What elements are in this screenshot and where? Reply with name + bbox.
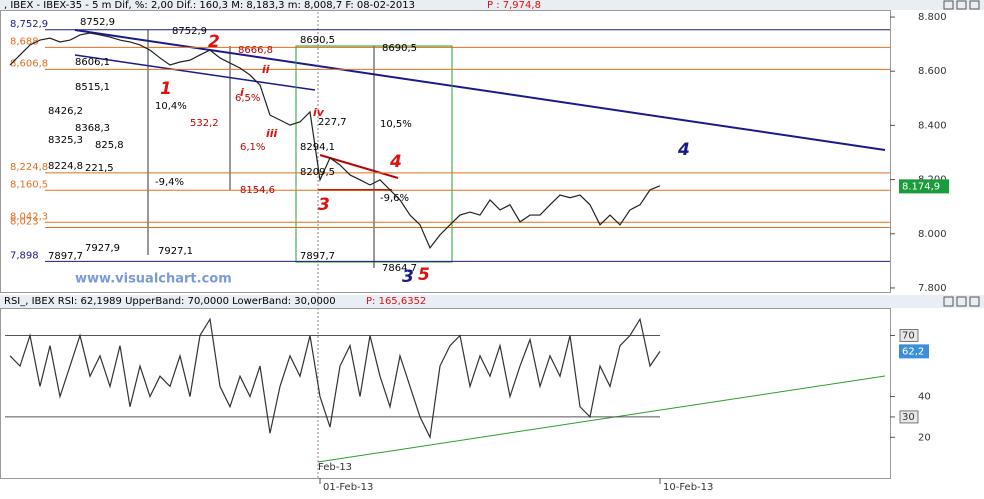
annotation: 8690,5 [382, 43, 417, 54]
trend-label: Feb-13 [318, 462, 352, 473]
wave-label: i [240, 86, 244, 99]
annotation: 6,5% [235, 93, 260, 104]
price-header-text: , IBEX - IBEX-35 - 5 m Dif, %: 2,00 Dif.… [4, 0, 415, 11]
annotation: 532,2 [190, 118, 219, 129]
wave-label: 5 [418, 265, 430, 285]
annotation: 10,4% [155, 101, 187, 112]
annotation: 8666,8 [238, 45, 273, 56]
level-label: 8,752,9 [10, 19, 48, 30]
y-tick-label: 7.800 [918, 283, 947, 294]
wave-label: 1 [160, 79, 172, 99]
watermark: www.visualchart.com [75, 272, 232, 287]
annotation: 8690,5 [300, 35, 335, 46]
price-panel [0, 10, 891, 293]
annotation: 8426,2 [48, 106, 83, 117]
level-label: 8,042,3 [10, 211, 48, 222]
level-label: 8,606,8 [10, 58, 48, 69]
wave-label: 4 [677, 140, 690, 160]
annotation: 8368,3 [75, 123, 110, 134]
wave-label: ii [262, 63, 270, 76]
y-tick-label: 30 [902, 412, 915, 423]
trend-line [319, 154, 399, 179]
annotation: 7927,9 [85, 243, 120, 254]
wave-label: iii [266, 127, 278, 140]
y-tick-label: 8.600 [918, 66, 947, 77]
annotation: 227,7 [318, 117, 347, 128]
y-tick-label: 40 [918, 392, 931, 403]
max-button[interactable] [956, 0, 967, 10]
series-line [9, 32, 661, 250]
min-button[interactable] [943, 296, 954, 307]
min-button[interactable] [943, 0, 954, 10]
level-label: 8,160,5 [10, 179, 48, 190]
rsi-panel [0, 308, 891, 479]
annotation: 8224,8 [48, 161, 83, 172]
annotation: -9,6% [380, 193, 409, 204]
rsi-header-text: RSI_, IBEX RSI: 62,1989 UpperBand: 70,00… [4, 296, 336, 307]
trend-line [74, 54, 316, 91]
tick-box [899, 328, 919, 342]
price-header-last: P : 7,974,8 [487, 0, 541, 11]
close-button[interactable] [969, 0, 980, 10]
wave-label: 3 [402, 267, 414, 287]
annotation: 8154,6 [240, 185, 275, 196]
annotation: 7927,1 [158, 246, 193, 257]
x-tick-label: 10-Feb-13 [663, 482, 713, 493]
last-value-label: 8.174,9 [902, 181, 940, 192]
window-buttons[interactable] [943, 0, 980, 307]
annotation: 7864,7 [382, 263, 417, 274]
annotation: -9,4% [155, 177, 184, 188]
wave-label: 3 [318, 195, 330, 215]
annotation: 7897,7 [300, 251, 335, 262]
annotation: 221,5 [85, 163, 114, 174]
max-button[interactable] [956, 296, 967, 307]
annotation: 6,1% [240, 142, 265, 153]
x-tick-label: 01-Feb-13 [323, 482, 373, 493]
close-button[interactable] [969, 296, 980, 307]
price-header [0, 0, 984, 10]
level-label: 8,688 [10, 36, 39, 47]
annotation: 10,5% [380, 119, 412, 130]
y-tick-label: 8.800 [918, 12, 947, 23]
rsi-header-last: P: 165,6352 [366, 296, 426, 307]
tick-box [899, 410, 919, 424]
annotation: 8209,5 [300, 167, 335, 178]
last-value-label: 62,2 [902, 346, 924, 357]
y-tick-label: 20 [918, 432, 931, 443]
annotation: 7897,7 [48, 251, 83, 262]
annotation: 8752,9 [172, 26, 207, 37]
annotation: 8515,1 [75, 82, 110, 93]
level-label: 8,023 [10, 217, 39, 228]
level-label: 7,898 [10, 250, 39, 261]
wave-label: iv [313, 106, 325, 119]
y-tick-label: 70 [902, 330, 915, 341]
last-value-box [899, 179, 949, 194]
wave-label: 4 [389, 152, 402, 172]
annotation: 8294,1 [300, 142, 335, 153]
last-value-box [899, 344, 929, 359]
annotation: 825,8 [95, 140, 124, 151]
drawings [74, 10, 886, 478]
rsi-trend-line [317, 375, 886, 463]
y-tick-label: 8.000 [918, 229, 947, 240]
annotation: 8752,9 [80, 17, 115, 28]
wave-label: 2 [208, 32, 220, 52]
y-tick-label: 8.400 [918, 120, 947, 131]
annotation: 8325,3 [48, 135, 83, 146]
series-line [9, 317, 661, 440]
annotation: 8606,1 [75, 57, 110, 68]
rsi-header [0, 295, 984, 308]
level-label: 8,224,8 [10, 162, 48, 173]
